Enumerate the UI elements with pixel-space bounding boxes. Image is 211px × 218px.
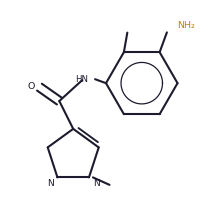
Text: N: N <box>93 179 100 188</box>
Text: O: O <box>27 82 34 91</box>
Text: HN: HN <box>75 75 88 84</box>
Text: N: N <box>47 179 53 188</box>
Text: NH₂: NH₂ <box>177 21 195 30</box>
